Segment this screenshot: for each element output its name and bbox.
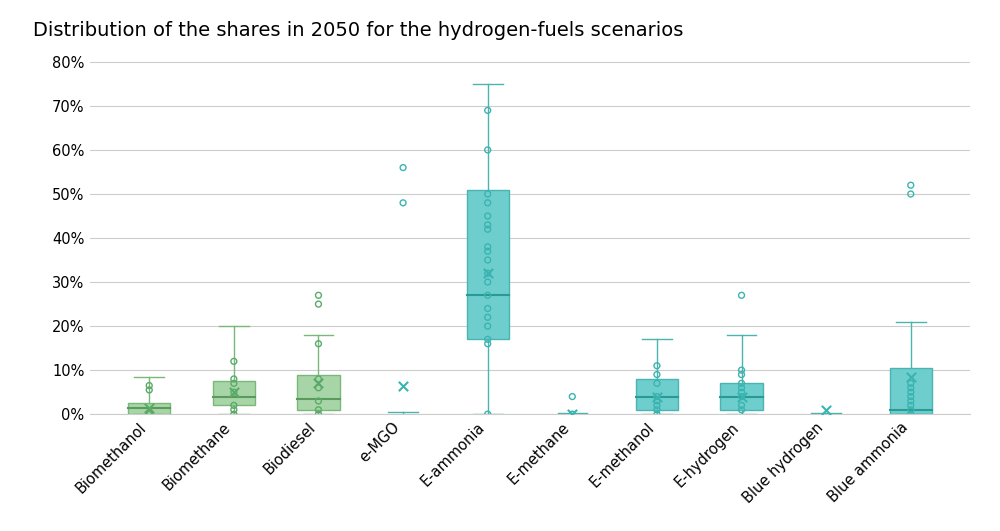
- Point: [649, 401, 665, 409]
- Point: [395, 199, 411, 207]
- Point: [649, 397, 665, 405]
- Point: [903, 406, 919, 414]
- Point: [480, 304, 496, 313]
- Point: [564, 392, 580, 401]
- Point: [480, 225, 496, 234]
- Point: [480, 190, 496, 198]
- Bar: [467, 190, 509, 339]
- Point: [903, 181, 919, 190]
- Point: [903, 379, 919, 388]
- Point: [480, 269, 496, 278]
- Point: [226, 375, 242, 383]
- Point: [649, 406, 665, 414]
- Point: [141, 410, 157, 418]
- Point: [310, 410, 326, 418]
- Point: [734, 388, 750, 397]
- Point: [141, 404, 157, 412]
- Point: [564, 410, 580, 418]
- Point: [226, 357, 242, 365]
- Point: [903, 388, 919, 397]
- Point: [226, 410, 242, 418]
- Point: [903, 383, 919, 392]
- Point: [734, 401, 750, 409]
- Point: [480, 269, 496, 278]
- Point: [226, 401, 242, 409]
- Point: [734, 379, 750, 388]
- Point: [480, 199, 496, 207]
- Point: [480, 220, 496, 229]
- Point: [310, 383, 326, 392]
- Point: [818, 406, 834, 414]
- Point: [395, 164, 411, 172]
- Point: [480, 335, 496, 344]
- Point: [734, 291, 750, 299]
- Point: [310, 375, 326, 383]
- Point: [310, 291, 326, 299]
- Point: [226, 388, 242, 397]
- Point: [734, 383, 750, 392]
- Point: [141, 410, 157, 418]
- Point: [310, 300, 326, 309]
- Point: [480, 247, 496, 255]
- Bar: [128, 403, 170, 414]
- Point: [310, 339, 326, 348]
- Point: [649, 392, 665, 401]
- Point: [480, 278, 496, 286]
- Point: [480, 313, 496, 322]
- Point: [226, 388, 242, 397]
- Point: [480, 291, 496, 299]
- Point: [734, 392, 750, 401]
- Point: [310, 406, 326, 414]
- Point: [649, 379, 665, 388]
- Point: [734, 392, 750, 401]
- Point: [310, 397, 326, 405]
- Bar: [213, 381, 255, 405]
- Point: [141, 386, 157, 394]
- Point: [903, 397, 919, 405]
- Point: [480, 322, 496, 330]
- Point: [649, 392, 665, 401]
- Point: [226, 406, 242, 414]
- Point: [480, 243, 496, 251]
- Point: [734, 406, 750, 414]
- Point: [734, 366, 750, 374]
- Bar: [890, 368, 932, 414]
- Point: [903, 190, 919, 198]
- Point: [903, 392, 919, 401]
- Point: [141, 410, 157, 418]
- Point: [734, 370, 750, 379]
- Point: [649, 410, 665, 418]
- Point: [141, 381, 157, 390]
- Point: [903, 410, 919, 418]
- Point: [480, 410, 496, 418]
- Point: [480, 212, 496, 220]
- Point: [649, 362, 665, 370]
- Point: [480, 256, 496, 264]
- Bar: [636, 379, 678, 410]
- Point: [903, 373, 919, 381]
- Bar: [720, 383, 763, 410]
- Point: [480, 339, 496, 348]
- Point: [395, 381, 411, 390]
- Point: [564, 410, 580, 418]
- Text: Distribution of the shares in 2050 for the hydrogen-fuels scenarios: Distribution of the shares in 2050 for t…: [33, 21, 683, 40]
- Point: [480, 145, 496, 154]
- Point: [903, 401, 919, 409]
- Point: [649, 370, 665, 379]
- Bar: [297, 374, 340, 410]
- Point: [226, 379, 242, 388]
- Point: [310, 379, 326, 388]
- Point: [480, 106, 496, 115]
